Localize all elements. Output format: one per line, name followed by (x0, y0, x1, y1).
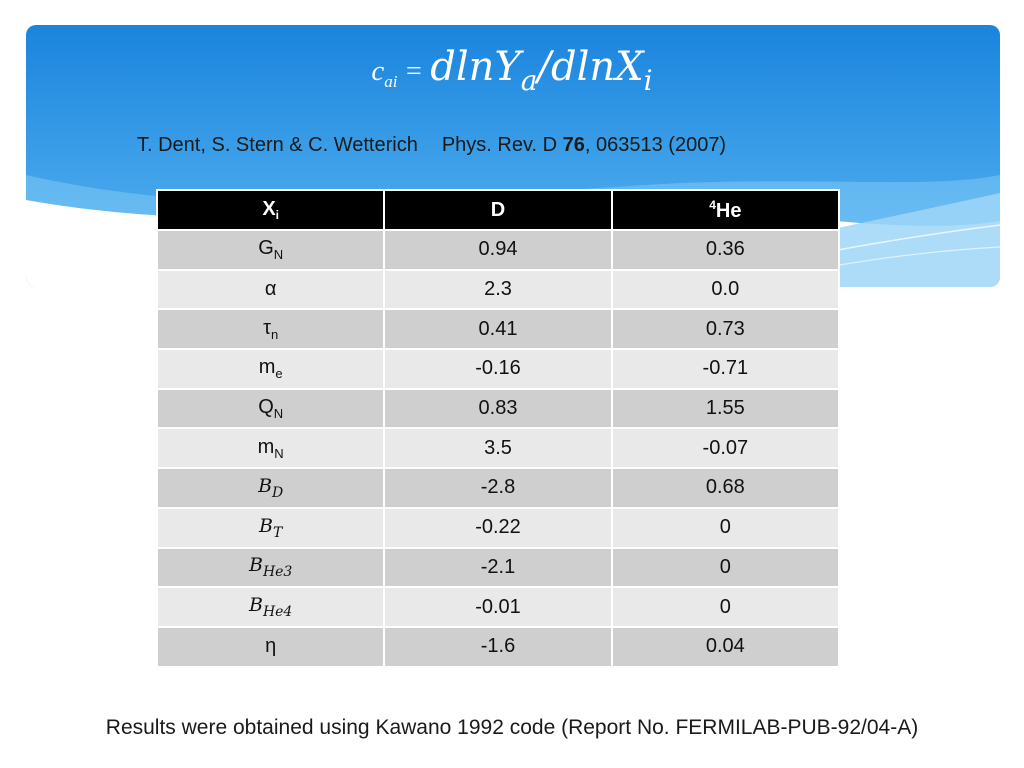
parameter-cell: QN (155, 387, 386, 430)
parameter-cell: BHe4 (155, 586, 386, 628)
he4-value-cell: 0.04 (610, 625, 841, 668)
he4-value-cell: 0 (610, 586, 841, 628)
table-header-row: Xi D 4He (155, 189, 841, 231)
he4-value-cell: 0 (610, 546, 841, 589)
parameter-cell: GN (155, 229, 386, 271)
table-row: QN 0.83 1.55 (155, 387, 841, 430)
he4-value-cell: 0.68 (610, 467, 841, 509)
citation: T. Dent, S. Stern & C. Wetterich Phys. Re… (137, 134, 726, 157)
footnote: Results were obtained using Kawano 1992 … (105, 716, 919, 739)
parameter-cell: mN (155, 427, 386, 470)
header-d: D (383, 189, 613, 231)
sensitivity-table: Xi D 4He GN 0.94 0.36 α 2.3 0.0 τn 0.41 … (155, 189, 841, 668)
he4-value-cell: 1.55 (610, 387, 841, 430)
formula-rhs: dlnYa/dlnXi (430, 44, 653, 97)
citation-authors: T. Dent, S. Stern & C. Wetterich (137, 134, 418, 156)
he4-value-cell: 0.73 (610, 308, 841, 351)
table-row: BT -0.22 0 (155, 506, 841, 549)
d-value-cell: 3.5 (383, 427, 613, 470)
formula-equals: = (405, 56, 422, 87)
table-row: τn 0.41 0.73 (155, 308, 841, 351)
he4-value-cell: -0.71 (610, 348, 841, 390)
formula-lhs: cai (371, 55, 398, 91)
he4-value-cell: 0.0 (610, 268, 841, 311)
parameter-cell: α (155, 268, 386, 311)
d-value-cell: -2.8 (383, 467, 613, 509)
d-value-cell: -2.1 (383, 546, 613, 589)
table-row: GN 0.94 0.36 (155, 229, 841, 271)
d-value-cell: -0.16 (383, 348, 613, 390)
table-row: BHe3 -2.1 0 (155, 546, 841, 589)
table-row: BD -2.8 0.68 (155, 467, 841, 509)
d-value-cell: 2.3 (383, 268, 613, 311)
table-row: η -1.6 0.04 (155, 625, 841, 668)
d-value-cell: -1.6 (383, 625, 613, 668)
he4-value-cell: 0.36 (610, 229, 841, 271)
parameter-cell: BHe3 (155, 546, 386, 589)
citation-journal: Phys. Rev. D (441, 134, 558, 156)
formula-title: cai = dlnYa/dlnXi (0, 44, 1024, 97)
header-xi: Xi (155, 189, 386, 231)
table-row: BHe4 -0.01 0 (155, 586, 841, 628)
d-value-cell: -0.01 (383, 586, 613, 628)
table-row: me -0.16 -0.71 (155, 348, 841, 390)
parameter-cell: BT (155, 506, 386, 549)
d-value-cell: 0.94 (383, 229, 613, 271)
he4-value-cell: 0 (610, 506, 841, 549)
header-he4: 4He (610, 189, 841, 231)
table-row: mN 3.5 -0.07 (155, 427, 841, 470)
table-row: α 2.3 0.0 (155, 268, 841, 311)
d-value-cell: 0.41 (383, 308, 613, 351)
d-value-cell: -0.22 (383, 506, 613, 549)
parameter-cell: η (155, 625, 386, 668)
citation-volume: 76 (562, 134, 585, 156)
parameter-cell: me (155, 348, 386, 390)
he4-value-cell: -0.07 (610, 427, 841, 470)
citation-pages-year: , 063513 (2007) (584, 134, 727, 156)
parameter-cell: BD (155, 467, 386, 509)
d-value-cell: 0.83 (383, 387, 613, 430)
parameter-cell: τn (155, 308, 386, 351)
